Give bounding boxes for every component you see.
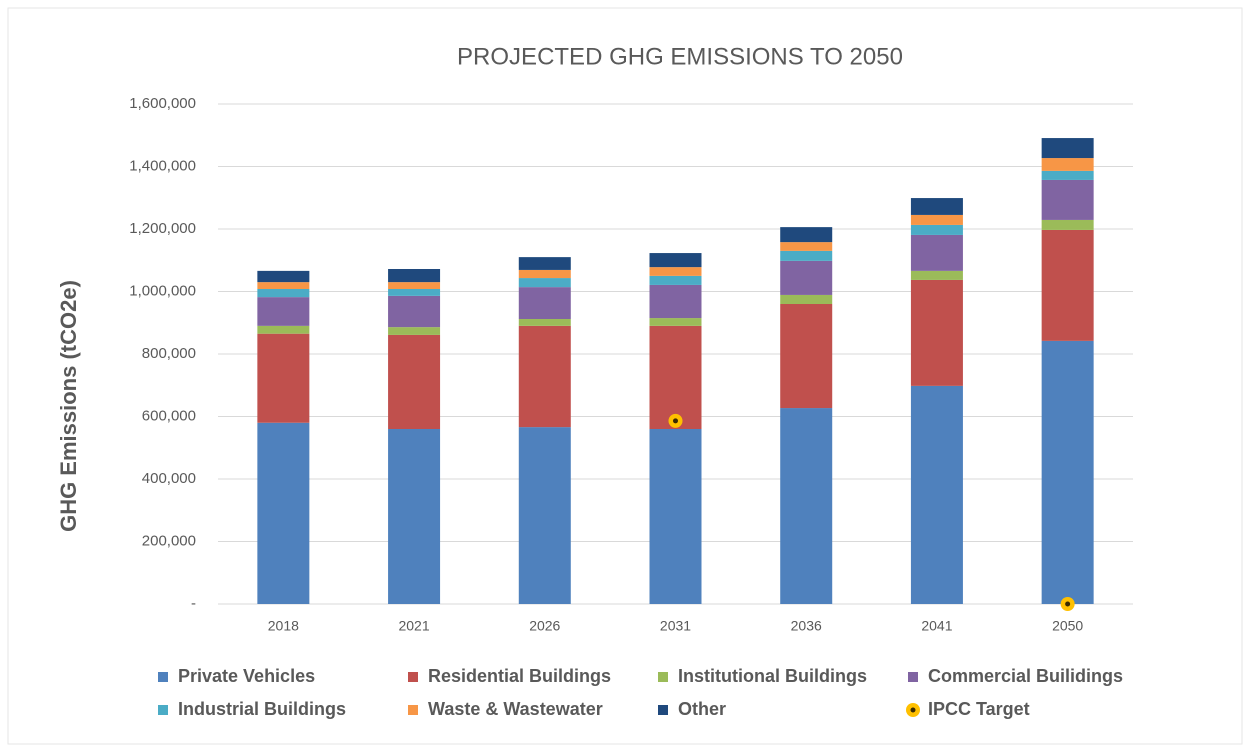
bar-segment — [649, 275, 702, 285]
bar-segment — [257, 422, 310, 604]
legend-label: IPCC Target — [928, 699, 1030, 719]
x-tick-label: 2050 — [1052, 618, 1083, 634]
bar-segment — [780, 304, 833, 409]
bar-segment — [780, 227, 833, 243]
y-tick-label: 400,000 — [142, 470, 196, 487]
bar-segment — [780, 250, 833, 261]
bar-segment — [388, 282, 441, 289]
x-tick-label: 2036 — [791, 618, 822, 634]
bar-segment — [257, 297, 310, 326]
legend-label: Industrial Buildings — [178, 699, 346, 719]
bar-segment — [649, 284, 702, 319]
bar-segment — [910, 385, 963, 604]
bar-segment — [388, 327, 441, 335]
legend-marker-center — [910, 707, 916, 713]
chart-border — [7, 7, 1243, 745]
y-axis-label: GHG Emissions (tCO2e) — [56, 280, 81, 532]
bar-segment — [388, 295, 441, 328]
bar-segment — [518, 257, 571, 270]
y-tick-label: 600,000 — [142, 407, 196, 424]
x-tick-label: 2018 — [268, 618, 299, 634]
bar-segment — [910, 214, 963, 225]
bar-segment — [780, 408, 833, 604]
bar-segment — [518, 319, 571, 326]
x-tick-label: 2031 — [660, 618, 691, 634]
bar-segment — [1041, 219, 1094, 230]
chart-title: PROJECTED GHG EMISSIONS TO 2050 — [457, 43, 903, 70]
bar-segment — [1041, 340, 1094, 604]
bar-segment — [649, 267, 702, 276]
y-tick-label: 1,600,000 — [129, 95, 196, 112]
bar-segment — [910, 279, 963, 386]
y-tick-label: 1,000,000 — [129, 282, 196, 299]
target-marker-center — [1065, 601, 1071, 607]
bar-segment — [388, 334, 441, 429]
bar-segment — [518, 287, 571, 319]
bar-segment — [1041, 138, 1094, 159]
bar-segment — [518, 427, 571, 604]
legend-label: Institutional Buildings — [678, 666, 867, 686]
bar-segment — [910, 270, 963, 280]
bar-segment — [388, 429, 441, 604]
y-tick-label: 200,000 — [142, 532, 196, 549]
bar-segment — [780, 242, 833, 251]
bar-segment — [518, 278, 571, 288]
x-tick-label: 2021 — [398, 618, 429, 634]
target-marker-center — [673, 418, 678, 424]
legend-swatch — [408, 672, 418, 682]
legend-swatch — [658, 672, 668, 682]
bar-segment — [518, 325, 571, 428]
bar-segment — [649, 325, 702, 429]
bar-segment — [910, 234, 963, 271]
bar-segment — [910, 198, 963, 215]
legend-swatch — [158, 672, 168, 682]
bar-segment — [649, 429, 702, 604]
bar-segment — [910, 224, 963, 235]
y-tick-label: - — [191, 595, 196, 612]
bar-segment — [257, 282, 310, 289]
bar-segment — [1041, 158, 1094, 171]
bar-segment — [1041, 170, 1094, 180]
bar-segment — [649, 253, 702, 268]
legend-swatch — [658, 705, 668, 715]
legend-swatch — [158, 705, 168, 715]
y-tick-label: 1,400,000 — [129, 157, 196, 174]
legend-swatch — [408, 705, 418, 715]
bar-segment — [257, 270, 310, 283]
y-tick-label: 800,000 — [142, 345, 196, 362]
legend-label: Other — [678, 699, 726, 719]
bar-segment — [388, 269, 441, 283]
legend-swatch — [908, 672, 918, 682]
legend-label: Residential Buildings — [428, 666, 611, 686]
y-tick-label: 1,200,000 — [129, 220, 196, 237]
bar-segment — [780, 260, 833, 295]
legend-label: Commercial Builidings — [928, 666, 1123, 686]
bar-segment — [1041, 179, 1094, 220]
bar-segment — [1041, 229, 1094, 341]
bar-segment — [257, 333, 310, 423]
bar-segment — [257, 289, 310, 298]
legend-label: Waste & Wastewater — [428, 699, 603, 719]
legend-label: Private Vehicles — [178, 666, 315, 686]
bar-segment — [518, 269, 571, 279]
bar-segment — [388, 289, 441, 296]
bar-segment — [780, 294, 833, 304]
x-tick-label: 2026 — [529, 618, 560, 634]
x-tick-label: 2041 — [921, 618, 952, 634]
bar-segment — [257, 325, 310, 334]
bar-segment — [649, 318, 702, 326]
